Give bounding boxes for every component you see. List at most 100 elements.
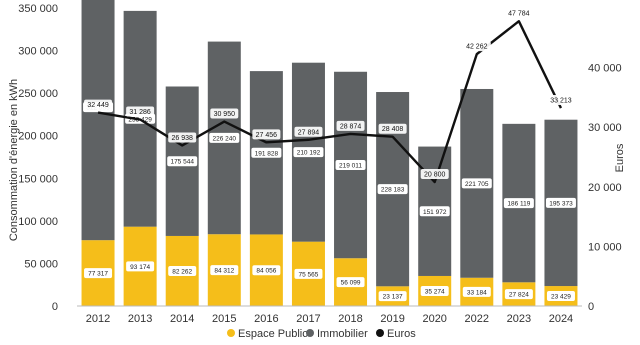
bar-label-espace-public: 35 274 [425,288,445,295]
line-label-box-euros [210,108,239,119]
left-axis-ticks: 0 50 000 100 000 150 000 200 000 250 000 300 0… [18,3,58,313]
bar-label-box-espace-public [336,277,365,288]
line-label-euros: 33 213 [550,98,572,105]
right-axis-tick-label: 20 000 [588,182,622,194]
bar-label-box-espace-public [420,285,449,296]
line-label-euros: 42 262 [466,44,488,51]
left-axis-tick-label: 100 000 [18,216,58,228]
line-label-euros: 30 950 [214,111,236,118]
bar-label-box-immobilier [251,147,282,158]
x-axis-tick-label: 2024 [549,313,573,325]
line-label-euros: 26 938 [171,135,193,142]
bar-label-box-immobilier [419,206,450,217]
bar-label-box-espace-public [126,261,155,272]
bar-label-immobilier: 226 240 [213,135,237,142]
right-axis-ticks: 0 10 000 20 000 30 000 40 000 [588,63,622,313]
line-label-box-euros [126,106,155,117]
line-label-box-euros [252,129,281,140]
bar-label-espace-public: 82 262 [172,268,192,275]
line-label-box-euros [546,95,575,106]
bar-label-box-immobilier [461,178,492,189]
left-axis-tick-label: 200 000 [18,131,58,143]
bar-label-immobilier: 221 705 [465,181,489,188]
bar-label-espace-public: 77 317 [88,271,108,278]
x-axis-tick-label: 2022 [465,313,489,325]
bar-immobilier [81,0,115,241]
bar-label-immobilier: 186 119 [507,201,530,208]
left-axis-tick-label: 150 000 [18,173,58,185]
legend-marker [306,329,314,337]
bar-label-immobilier: 219 011 [339,162,362,169]
right-axis-tick-label: 30 000 [588,122,622,134]
bar-label-immobilier: 175 544 [170,159,194,166]
bar-label-box-espace-public [84,268,113,279]
line-label-euros: 31 286 [129,109,151,116]
bar-label-box-espace-public [546,291,575,302]
x-axis-tick-label: 2014 [170,313,194,325]
bar-label-box-immobilier [503,198,534,209]
legend-label: Espace Public [238,328,308,340]
bar-label-espace-public: 75 565 [299,271,319,278]
bar-label-box-immobilier [545,197,576,208]
bar-label-immobilier: 228 183 [381,187,405,194]
line-label-box-euros [378,123,407,134]
line-label-euros: 28 408 [382,126,404,133]
bar-label-box-immobilier [377,184,408,195]
left-axis-tick-label: 0 [52,301,58,313]
right-axis-tick-label: 0 [588,301,594,313]
bar-label-box-espace-public [252,265,281,276]
bar-label-box-immobilier [335,159,366,170]
bar-label-box-espace-public [210,265,239,276]
x-axis-tick-label: 2016 [254,313,278,325]
bar-label-espace-public: 33 184 [467,289,487,296]
left-axis-tick-label: 350 000 [18,3,58,15]
line-label-box-euros [462,41,491,52]
line-label-box-euros [420,169,449,180]
x-axis-ticks: 2012 2013 2014 2015 2016 2017 2018 2019 2020 2022… [86,313,573,325]
bar-label-espace-public: 84 312 [214,268,234,275]
line-label-box-euros [504,8,533,19]
legend-marker [227,329,235,337]
bar-label-immobilier: 210 192 [297,150,321,157]
bar-label-box-espace-public [504,289,533,300]
x-axis-tick-label: 2023 [507,313,531,325]
bar-label-immobilier: 191 828 [255,150,279,157]
left-axis-tick-label: 50 000 [24,258,58,270]
right-axis-tick-label: 40 000 [588,63,622,75]
x-axis-tick-label: 2018 [338,313,362,325]
bar-label-box-espace-public [378,291,407,302]
bar-label-espace-public: 27 824 [509,292,529,299]
line-label-euros: 47 784 [508,11,530,18]
bar-label-espace-public: 84 056 [256,268,276,275]
line-label-euros: 28 874 [340,123,362,130]
line-label-euros: 27 456 [256,132,278,139]
line-label-euros: 20 800 [424,172,446,179]
x-axis-tick-label: 2013 [128,313,152,325]
legend-label: Euros [387,328,416,340]
bar-label-box-immobilier [293,147,324,158]
bar-label-box-immobilier [167,156,198,167]
line-label-box-euros [294,126,323,137]
line-series-group: 32 449 31 286 26 938 30 950 27 456 27 894 28 8… [84,8,575,184]
x-axis-tick-label: 2017 [296,313,320,325]
legend-label: Immobilier [317,328,368,340]
bar-label-espace-public: 23 137 [383,294,403,301]
line-label-box-euros [168,132,197,143]
x-axis-tick-label: 2012 [86,313,110,325]
x-axis-tick-label: 2015 [212,313,236,325]
bar-label-espace-public: 56 099 [341,280,361,287]
bar-label-box-espace-public [294,268,323,279]
line-label-box-euros [84,99,113,110]
left-axis-tick-label: 250 000 [18,88,58,100]
bar-label-box-espace-public [462,286,491,297]
bar-label-immobilier: 151 972 [423,209,447,216]
line-label-euros: 27 894 [298,129,320,136]
left-axis-tick-label: 300 000 [18,46,58,58]
x-axis-tick-label: 2019 [380,313,404,325]
legend-marker [376,329,384,337]
left-axis-title: Consommation d'énergie en kWh [8,79,20,241]
x-axis-tick-label: 2020 [422,313,446,325]
right-axis-title: Euros [614,143,626,172]
legend: Espace Public Immobilier Euros [227,328,416,340]
